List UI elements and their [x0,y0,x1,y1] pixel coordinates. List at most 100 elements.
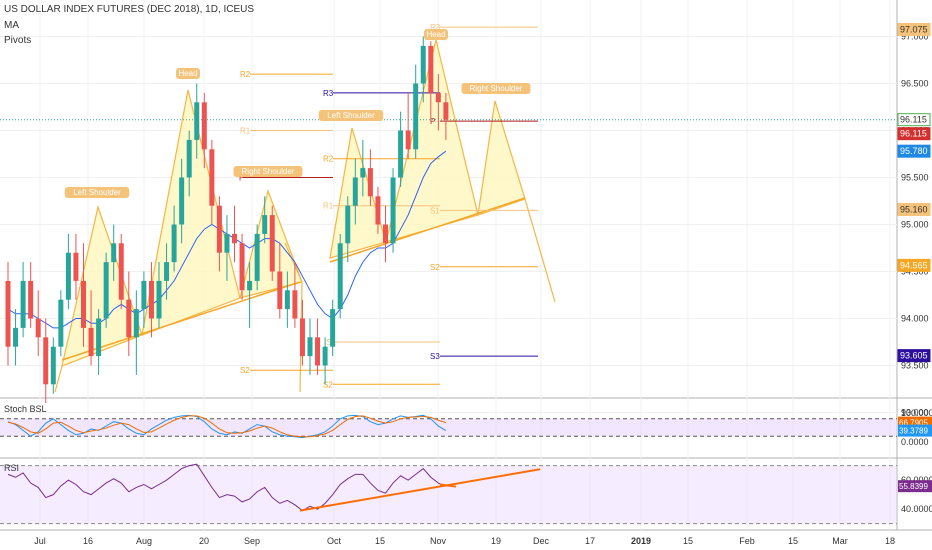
candle-body [413,83,419,150]
pivot-label-r1: R1 [240,127,251,136]
y-tick-label: 95.500 [901,173,929,183]
y-tick-label: 93.000 [901,408,929,418]
annotation-bg [318,110,384,121]
candle-body [435,92,441,103]
neckline-2 [329,197,526,263]
x-tick-label: 16 [83,536,93,546]
pattern-right-shoulder-2 [477,100,526,216]
y-tick-label: 94.000 [901,314,929,324]
y-tick-label: 95.000 [901,220,929,230]
candle-body [88,327,94,357]
x-tick-label: Aug [136,536,152,546]
candle-body [299,318,305,357]
candle-body [186,139,192,178]
candle-body [133,309,139,338]
candle-body [239,243,245,291]
annotation-bg [424,29,448,40]
stoch-k-line [7,414,447,439]
x-tick-label: 15 [788,536,798,546]
candle-body [383,224,388,244]
symbol-title: US DOLLAR INDEX FUTURES (DEC 2018), 1D, … [4,4,255,15]
stoch-pane-label: Stoch BSL [4,404,47,414]
x-tick-label: 19 [491,536,501,546]
candle-body [307,337,313,357]
candle-body [330,309,336,347]
stoch-y-tick-label: 0.0000 [901,437,929,447]
candle-body [58,299,64,347]
indicator-ma: MA [4,20,19,31]
candle-body [420,45,426,84]
candle-body [201,102,207,150]
annotation-head-1: Head [178,69,197,78]
x-tick-label: Oct [327,536,342,546]
candle-body [337,243,343,310]
candle-body [254,233,260,281]
y-tick-label: 96.500 [901,79,929,89]
price-badge-bg [897,202,931,216]
pivot-label-r3: R3 [323,89,334,98]
rsi-badge: 55.8399 [899,482,928,491]
candle-body [375,196,381,225]
candle-body [277,271,283,310]
stoch-badge: 66.7905 [899,419,928,428]
pivot-label-s1: S1 [430,206,440,215]
candle-body [103,262,109,319]
price-badge: 94.565 [900,260,928,270]
candle-body [232,233,237,244]
pattern-stem-left-1 [54,365,63,393]
candle-body [216,205,222,253]
x-tick-label: Feb [739,536,755,546]
annotation-right-shoulder-1: Right Shoulder [242,167,295,176]
stoch-badge-bg [898,424,932,437]
x-tick-label: Mar [832,536,848,546]
candle-body [292,290,298,319]
pivot-label-s2: S2 [240,366,250,375]
candle-body [28,280,34,319]
candle-body [269,215,275,272]
candle-body [390,177,396,244]
candle-body [50,346,56,385]
candle-body [179,177,185,225]
candle-body [43,337,49,385]
pivot-label-r2: R2 [323,155,334,164]
candle-body [118,243,124,300]
candle-body [360,168,366,178]
candle-body [111,243,117,263]
price-badge-bg [897,22,931,36]
candle-body [315,337,321,366]
price-badge: 93.605 [900,351,928,361]
annotation-left-shoulder-2: Left Shoulder [327,111,375,120]
x-tick-label: 15 [683,536,693,546]
candle-body [352,177,358,206]
candle-body [224,233,230,253]
candle-body [65,252,71,300]
x-tick-label: Sep [244,536,260,546]
x-tick-label: 2019 [631,536,651,546]
x-tick-label: Jul [34,536,46,546]
rsi-trendline [299,468,541,512]
annotation-bg [461,83,531,94]
candle-body [405,130,411,150]
price-badge-bg [897,258,931,272]
candle-body [443,102,449,120]
pivot-label-s3: S3 [430,352,440,361]
price-badge: 95.780 [900,146,928,156]
x-tick-label: 15 [375,536,385,546]
pivot-label-s2: S2 [430,263,440,272]
annotation-left-shoulder-1: Left Shoulder [73,188,121,197]
pivot-label-p: P [239,174,244,183]
rsi-badge-bg [898,480,932,493]
stoch-badge: 39.3789 [899,427,928,436]
candle-body [73,252,79,281]
annotation-bg [64,187,130,198]
price-badge-bg [897,349,931,363]
x-tick-label: Dec [533,536,550,546]
candle-body [171,224,177,263]
rsi-band [0,465,897,524]
candle-body [20,280,26,328]
annotation-bg [176,68,200,79]
price-badge: 97.075 [900,24,928,34]
candle-body [262,215,268,234]
